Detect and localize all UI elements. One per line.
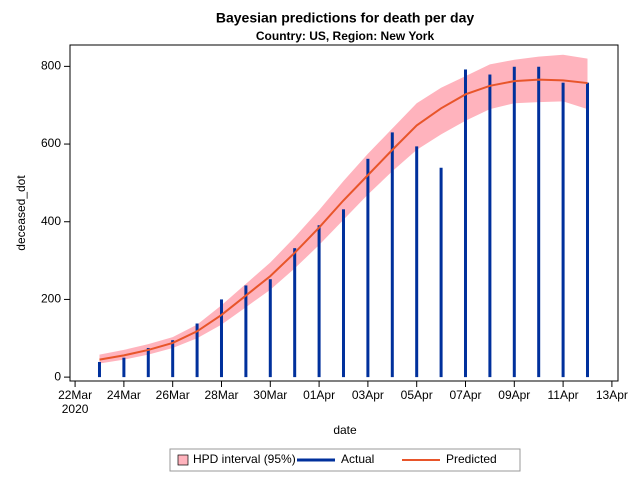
needle-bar <box>415 146 419 378</box>
needle-bar <box>463 69 467 378</box>
legend-label: Actual <box>341 452 374 466</box>
legend-frame <box>169 448 521 472</box>
x-tick-label: 09Apr <box>498 388 530 402</box>
plot-frame <box>69 44 619 382</box>
needle-bar <box>268 279 272 378</box>
needle-bar <box>537 66 541 378</box>
x-tick-label: 22Mar <box>58 388 92 402</box>
x-axis-label: date <box>333 423 357 437</box>
x-tick-label: 30Mar <box>253 388 287 402</box>
x-tick-year: 2020 <box>62 402 89 416</box>
needle-bar <box>171 340 175 378</box>
y-tick-label: 400 <box>41 214 61 228</box>
predicted-line <box>99 78 588 361</box>
needle-bar <box>244 285 248 378</box>
x-tick-label: 01Apr <box>303 388 335 402</box>
needle-bar <box>561 82 565 378</box>
x-tick-label: 03Apr <box>352 388 384 402</box>
legend-swatch <box>177 454 189 466</box>
needle-bar <box>219 299 223 378</box>
hpd-band <box>99 54 588 364</box>
needle-bar <box>512 66 516 378</box>
needle-bar <box>341 209 345 378</box>
needle-bar <box>585 82 589 378</box>
x-tick-label: 28Mar <box>204 388 238 402</box>
needle-bar <box>122 357 126 378</box>
chart-subtitle: Country: US, Region: New York <box>256 29 435 43</box>
x-tick-label: 07Apr <box>449 388 481 402</box>
x-tick-label: 05Apr <box>401 388 433 402</box>
needle-bar <box>97 361 101 378</box>
needle-bar <box>317 225 321 378</box>
x-tick-label: 26Mar <box>156 388 190 402</box>
x-tick-label: 24Mar <box>107 388 141 402</box>
needle-bar <box>293 248 297 378</box>
legend-label: Predicted <box>446 452 497 466</box>
needle-bar <box>366 158 370 378</box>
y-axis-label: deceased_dot <box>14 175 28 251</box>
legend-label: HPD interval (95%) <box>193 452 296 466</box>
needle-bar <box>390 132 394 378</box>
y-tick-label: 600 <box>41 136 61 150</box>
chart-title: Bayesian predictions for death per day <box>216 10 475 26</box>
y-tick-label: 800 <box>41 59 61 73</box>
x-tick-label: 11Apr <box>548 388 579 402</box>
needle-bar <box>146 347 150 378</box>
needle-bar <box>439 167 443 378</box>
needle-bar <box>195 323 199 378</box>
y-tick-label: 200 <box>41 292 61 306</box>
x-tick-label: 13Apr <box>596 388 628 402</box>
needle-bar <box>488 74 492 378</box>
y-tick-label: 0 <box>54 369 61 383</box>
